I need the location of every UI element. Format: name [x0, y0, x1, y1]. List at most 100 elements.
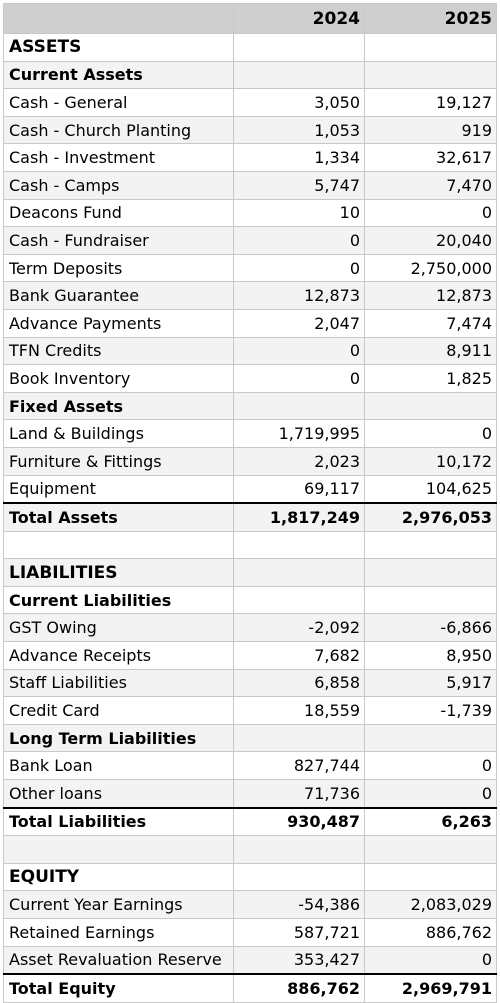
value-cell: 8,950	[364, 641, 497, 670]
value-cell	[233, 723, 365, 753]
value-cell: 7,474	[364, 308, 497, 338]
value-cell: 0	[233, 364, 365, 393]
value-cell: 886,762	[364, 918, 497, 947]
value-cell: 0	[364, 198, 497, 228]
table-row: Staff Liabilities 6,858 5,917	[3, 668, 497, 698]
header-cell	[3, 3, 234, 34]
label-cell: Credit Card	[3, 696, 234, 725]
label-cell: TFN Credits	[3, 336, 234, 366]
label-cell: EQUITY	[3, 862, 234, 892]
value-cell: 32,617	[364, 143, 497, 172]
value-cell	[233, 530, 365, 560]
label-cell: Asset Revaluation Reserve	[3, 945, 234, 975]
value-cell: 8,911	[364, 336, 497, 366]
value-cell: 2,969,791	[364, 973, 497, 1003]
label-cell: Cash - Investment	[3, 143, 234, 172]
value-cell: 353,427	[233, 945, 365, 975]
table-row: EQUITY	[3, 862, 497, 892]
value-cell: 1,817,249	[233, 502, 365, 532]
table-row: GST Owing -2,092 -6,866	[3, 613, 497, 643]
value-cell: 2,023	[233, 446, 365, 476]
value-cell: 7,470	[364, 170, 497, 200]
value-cell	[364, 835, 497, 864]
table-row: Bank Loan 827,744 0	[3, 751, 497, 781]
value-cell: 2,083,029	[364, 890, 497, 919]
value-cell	[233, 33, 365, 62]
label-cell: Furniture & Fittings	[3, 446, 234, 476]
table-row: Cash - General 3,050 19,127	[3, 88, 497, 117]
table-row: Advance Receipts 7,682 8,950	[3, 641, 497, 670]
table-row: LIABILITIES	[3, 558, 497, 587]
value-cell: 827,744	[233, 751, 365, 781]
value-cell: 919	[364, 115, 497, 145]
label-cell: Cash - Fundraiser	[3, 226, 234, 255]
label-cell: Current Assets	[3, 60, 234, 90]
value-cell	[364, 585, 497, 615]
value-cell: 0	[233, 336, 365, 366]
table-row: Current Liabilities	[3, 585, 497, 615]
value-cell	[233, 862, 365, 892]
value-cell: 10	[233, 198, 365, 228]
table-row: Retained Earnings 587,721 886,762	[3, 918, 497, 947]
table-row: Long Term Liabilities	[3, 723, 497, 753]
value-cell	[233, 391, 365, 421]
label-cell: Total Liabilities	[3, 806, 234, 837]
label-cell: Long Term Liabilities	[3, 723, 234, 753]
label-cell: Current Liabilities	[3, 585, 234, 615]
value-cell	[233, 60, 365, 90]
table-body: 2024 2025 ASSETS Current Assets Cash - Gen…	[3, 3, 497, 1003]
header-row: 2024 2025	[3, 3, 497, 34]
value-cell	[364, 391, 497, 421]
label-cell: Cash - General	[3, 88, 234, 117]
value-cell: 7,682	[233, 641, 365, 670]
label-cell: Total Equity	[3, 973, 234, 1003]
value-cell: 20,040	[364, 226, 497, 255]
table-row: Cash - Investment 1,334 32,617	[3, 143, 497, 172]
value-cell	[364, 60, 497, 90]
value-cell: 1,719,995	[233, 419, 365, 448]
value-cell: 12,873	[364, 281, 497, 310]
table-row: Cash - Church Planting 1,053 919	[3, 115, 497, 145]
value-cell: 69,117	[233, 474, 365, 504]
label-cell: Land & Buildings	[3, 419, 234, 448]
value-cell: 1,053	[233, 115, 365, 145]
value-cell: -1,739	[364, 696, 497, 725]
value-cell	[364, 530, 497, 560]
label-cell: Retained Earnings	[3, 918, 234, 947]
table-row	[3, 835, 497, 864]
value-cell: 0	[364, 419, 497, 448]
label-cell: Book Inventory	[3, 364, 234, 393]
value-cell: 104,625	[364, 474, 497, 504]
value-cell: 71,736	[233, 779, 365, 809]
label-cell: ASSETS	[3, 33, 234, 62]
value-cell	[364, 862, 497, 892]
label-cell: Cash - Church Planting	[3, 115, 234, 145]
label-cell: Deacons Fund	[3, 198, 234, 228]
label-cell	[3, 835, 234, 864]
value-cell: 6,263	[364, 806, 497, 837]
value-cell: 0	[364, 751, 497, 781]
table-row: Book Inventory 0 1,825	[3, 364, 497, 393]
table-row: Current Year Earnings -54,386 2,083,029	[3, 890, 497, 919]
value-cell: 930,487	[233, 806, 365, 837]
label-cell: Bank Guarantee	[3, 281, 234, 310]
table-row: Other loans 71,736 0	[3, 779, 497, 809]
table-row: TFN Credits 0 8,911	[3, 336, 497, 366]
table-row: Term Deposits 0 2,750,000	[3, 253, 497, 283]
table-row: Equipment 69,117 104,625	[3, 474, 497, 504]
value-cell: -6,866	[364, 613, 497, 643]
value-cell: 1,825	[364, 364, 497, 393]
value-cell: 0	[233, 253, 365, 283]
label-cell: Equipment	[3, 474, 234, 504]
value-cell: 0	[364, 945, 497, 975]
header-cell: 2024	[233, 3, 365, 34]
table-row: Cash - Fundraiser 0 20,040	[3, 226, 497, 255]
value-cell: 0	[364, 779, 497, 809]
table-row: Fixed Assets	[3, 391, 497, 421]
label-cell: Other loans	[3, 779, 234, 809]
value-cell: 0	[233, 226, 365, 255]
table-row	[3, 530, 497, 560]
table-row: Bank Guarantee 12,873 12,873	[3, 281, 497, 310]
value-cell	[364, 723, 497, 753]
value-cell: 18,559	[233, 696, 365, 725]
